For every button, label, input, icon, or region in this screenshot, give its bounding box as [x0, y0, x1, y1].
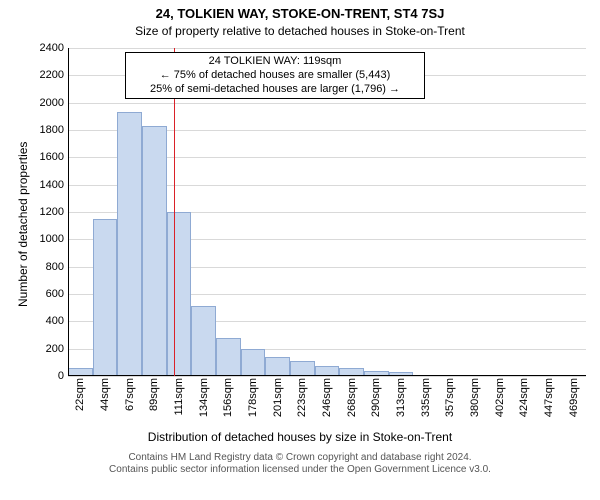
y-tick-label: 0 — [2, 370, 64, 382]
histogram-bar — [93, 219, 118, 376]
x-tick-label: 178sqm — [247, 378, 259, 417]
y-tick-label: 2200 — [2, 69, 64, 81]
x-tick-label: 402sqm — [494, 378, 506, 417]
histogram-bar — [265, 357, 290, 376]
histogram-bar — [216, 338, 241, 376]
chart-subtitle: Size of property relative to detached ho… — [0, 24, 600, 38]
y-tick-label: 1800 — [2, 124, 64, 136]
annotation-line: ← 75% of detached houses are smaller (5,… — [132, 69, 418, 83]
y-tick-label: 400 — [2, 315, 64, 327]
x-tick-label: 201sqm — [272, 378, 284, 417]
y-tick-label: 1000 — [2, 233, 64, 245]
x-tick-label: 469sqm — [568, 378, 580, 417]
x-ticks: 22sqm 44sqm 67sqm 89sqm 111sqm 134sqm 156sqm 17… — [68, 376, 586, 436]
x-tick-label: 357sqm — [444, 378, 456, 417]
y-ticks: 0200400600800100012001400160018002000220… — [0, 48, 68, 376]
histogram-bar — [241, 349, 266, 376]
x-tick-label: 268sqm — [346, 378, 358, 417]
histogram-bar — [191, 306, 216, 376]
x-tick-label: 111sqm — [173, 378, 185, 416]
x-tick-label: 290sqm — [370, 378, 382, 417]
x-tick-label: 380sqm — [469, 378, 481, 417]
x-tick-label: 313sqm — [395, 378, 407, 417]
x-tick-label: 424sqm — [518, 378, 530, 417]
x-tick-label: 134sqm — [198, 378, 210, 417]
y-tick-label: 1400 — [2, 179, 64, 191]
histogram-bar — [167, 212, 192, 376]
x-tick-label: 44sqm — [99, 378, 111, 411]
x-tick-label: 22sqm — [74, 378, 86, 411]
x-tick-label: 335sqm — [420, 378, 432, 417]
histogram-bar — [117, 112, 142, 376]
plot-area: 24 TOLKIEN WAY: 119sqm← 75% of detached … — [68, 48, 586, 376]
footer-line-2: Contains public sector information licen… — [0, 464, 600, 476]
gridline — [68, 103, 586, 104]
footer-attribution: Contains HM Land Registry data © Crown c… — [0, 452, 600, 476]
x-tick-label: 246sqm — [321, 378, 333, 417]
gridline — [68, 48, 586, 49]
y-tick-label: 2000 — [2, 97, 64, 109]
x-tick-label: 89sqm — [148, 378, 160, 411]
axis-line — [68, 48, 69, 376]
chart-title: 24, TOLKIEN WAY, STOKE-ON-TRENT, ST4 7SJ — [0, 6, 600, 21]
histogram-bar — [142, 126, 167, 376]
footer-line-1: Contains HM Land Registry data © Crown c… — [0, 452, 600, 464]
annotation-box: 24 TOLKIEN WAY: 119sqm← 75% of detached … — [125, 52, 425, 99]
x-tick-label: 156sqm — [222, 378, 234, 417]
x-tick-label: 67sqm — [124, 378, 136, 411]
x-tick-label: 223sqm — [296, 378, 308, 417]
y-tick-label: 600 — [2, 288, 64, 300]
x-tick-label: 447sqm — [543, 378, 555, 417]
y-tick-label: 200 — [2, 343, 64, 355]
y-tick-label: 1600 — [2, 151, 64, 163]
histogram-bar — [290, 361, 315, 376]
chart-container: { "title": { "line1": "24, TOLKIEN WAY, … — [0, 0, 600, 500]
y-tick-label: 2400 — [2, 42, 64, 54]
annotation-line: 24 TOLKIEN WAY: 119sqm — [132, 55, 418, 69]
y-tick-label: 800 — [2, 261, 64, 273]
y-tick-label: 1200 — [2, 206, 64, 218]
annotation-line: 25% of semi-detached houses are larger (… — [132, 83, 418, 97]
